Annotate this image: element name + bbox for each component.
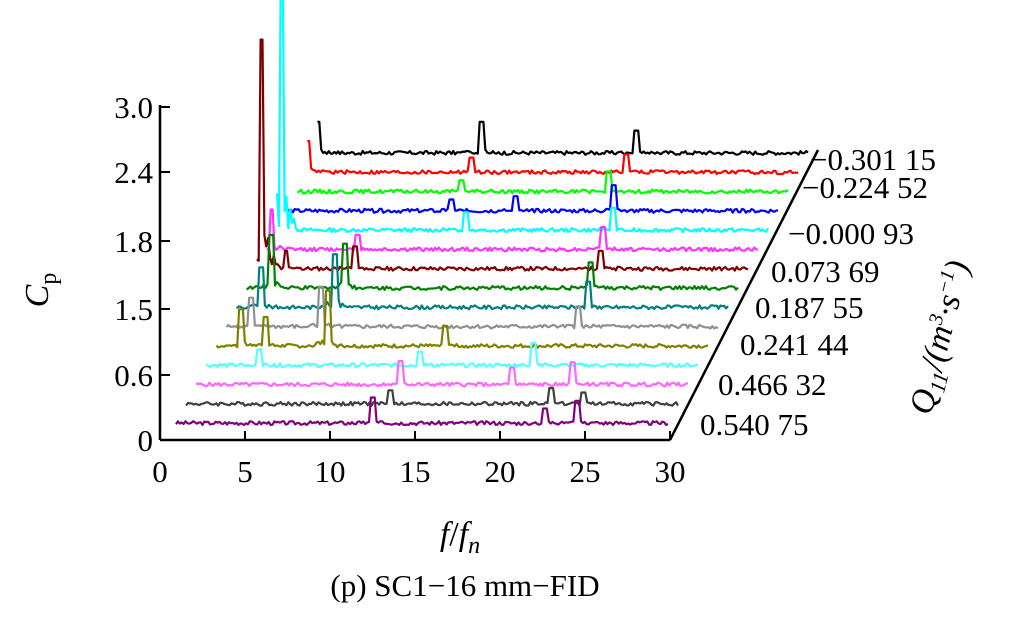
x-tick-label: 5 <box>237 454 253 489</box>
depth-axis-line <box>668 149 820 441</box>
series-traces <box>175 0 809 427</box>
figure-caption: (p) SC1−16 mm−FID <box>330 568 600 603</box>
depth-axis-title: Q11/(m3·s−1) <box>903 257 981 419</box>
y-tick-label: 0 <box>138 423 154 458</box>
y-axis-title: Cp <box>19 273 62 308</box>
series-trace <box>205 341 699 369</box>
series-trace <box>256 38 749 272</box>
x-title-sub: n <box>468 533 480 559</box>
y-title-sub: p <box>36 273 62 285</box>
x-tick-label: 15 <box>400 454 431 489</box>
x-tick-label: 30 <box>655 454 686 489</box>
series-trace <box>245 233 739 291</box>
x-tick-label: 25 <box>570 454 601 489</box>
series-trace <box>286 184 779 214</box>
y-tick-label: 1.8 <box>114 224 153 259</box>
y-ticks: 0 0.6 1.5 1.8 2.4 3.0 <box>114 90 170 458</box>
y-tick-label: 2.4 <box>114 155 153 190</box>
series-trace <box>235 253 729 311</box>
y-title-main: C <box>19 284 56 307</box>
x-tick-label: 0 <box>152 454 168 489</box>
x-ticks: 0 5 10 15 20 25 30 <box>152 431 686 489</box>
series-trace <box>225 285 719 330</box>
y-tick-label: 3.0 <box>114 90 153 125</box>
x-tick-label: 10 <box>315 454 346 489</box>
series-trace <box>185 387 679 407</box>
depth-label: 0.241 44 <box>740 327 849 362</box>
depth-labels: 0.540 75 0.466 32 0.241 440.187 550.073 69… <box>700 142 936 442</box>
depth-label: −0.000 93 <box>788 216 914 251</box>
depth-label: 0.540 75 <box>700 407 809 442</box>
series-trace <box>275 0 769 234</box>
series-trace <box>266 208 759 253</box>
series-trace <box>317 120 809 156</box>
depth-label: 0.073 69 <box>771 254 880 289</box>
series-trace <box>215 289 709 349</box>
series-trace <box>175 396 669 427</box>
z-title-sup1: 3 <box>924 312 948 328</box>
x-axis-title: f/fn <box>440 516 480 559</box>
z-title-rest: /(m <box>913 321 960 376</box>
series-trace <box>307 140 799 176</box>
x-title-sep: / <box>449 516 459 553</box>
y-tick-label: 1.5 <box>114 292 153 327</box>
depth-label: 0.466 32 <box>718 367 827 402</box>
depth-label: 0.187 55 <box>755 290 864 325</box>
series-trace <box>195 360 689 388</box>
x-tick-label: 20 <box>485 454 516 489</box>
series-trace <box>296 170 789 195</box>
depth-label: −0.301 15 <box>810 142 936 177</box>
y-tick-label: 0.6 <box>114 358 153 393</box>
depth-label: −0.224 52 <box>802 170 928 205</box>
